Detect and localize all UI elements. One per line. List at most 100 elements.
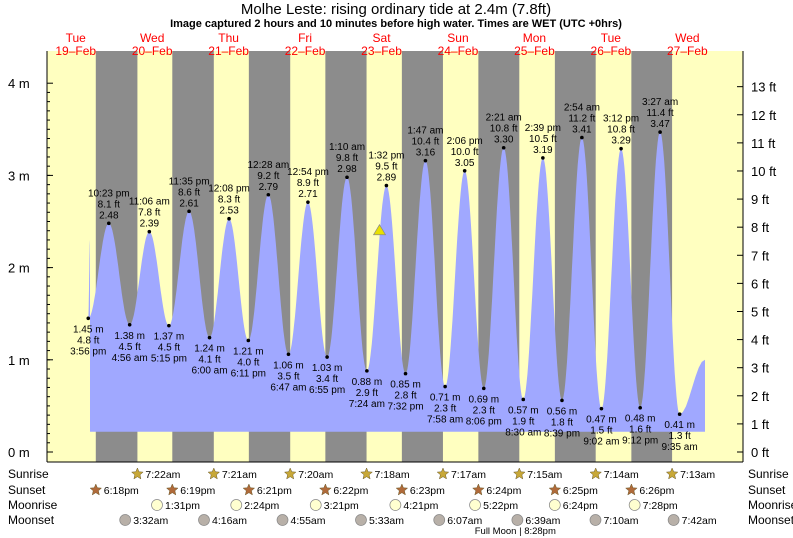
tide-point xyxy=(167,323,171,328)
moonrise-row-label-right: Moonrise xyxy=(748,498,793,512)
low-tide-metres: 1.03 m xyxy=(312,363,343,374)
y-left-tick-label: 1 m xyxy=(8,353,30,368)
y-right-tick-label: 2 ft xyxy=(751,389,769,404)
day-date: 22–Feb xyxy=(285,44,326,58)
high-tide-metres: 3.19 xyxy=(533,145,553,156)
chart-subtitle: Image captured 2 hours and 10 minutes be… xyxy=(170,18,622,30)
sunset-icon xyxy=(242,483,256,496)
tide-point xyxy=(187,209,191,214)
y-left-tick-label: 0 m xyxy=(8,445,30,460)
high-tide-feet: 9.2 ft xyxy=(257,171,279,182)
y-right-tick-label: 13 ft xyxy=(751,80,777,95)
axes: 0 m 1 m 2 m 3 m 4 m 0 ft 1 ft 2 ft 3 ft 4 ft 5 ft 6… xyxy=(8,51,777,463)
moonrise-icon xyxy=(469,499,481,511)
low-tide-time: 9:35 am xyxy=(662,442,698,453)
astronomy-rows: Sunrise Sunrise 7:22am 7:21am 7:20am 7:18am 7:… xyxy=(8,467,793,537)
y-right-tick-label: 3 ft xyxy=(751,361,769,376)
high-tide-feet: 9.8 ft xyxy=(336,153,358,164)
high-tide-metres: 3.41 xyxy=(572,125,592,136)
low-tide-feet: 4.5 ft xyxy=(158,343,180,354)
day-date: 26–Feb xyxy=(591,44,632,58)
low-tide-feet: 1.3 ft xyxy=(669,431,691,442)
low-tide-feet: 2.9 ft xyxy=(356,388,378,399)
low-tide-time: 9:02 am xyxy=(583,437,619,448)
low-tide-feet: 2.3 ft xyxy=(434,404,456,415)
moonrise-time: 5:22pm xyxy=(483,500,518,512)
moonset-time: 6:39am xyxy=(525,515,560,527)
low-tide-metres: 1.37 m xyxy=(154,332,185,343)
tide-point xyxy=(286,352,291,357)
low-tide-metres: 1.38 m xyxy=(114,331,145,342)
high-tide-feet: 11.2 ft xyxy=(568,114,595,125)
high-tide-time: 3:12 pm xyxy=(603,114,639,125)
tide-point xyxy=(384,183,389,188)
moonrise-icon xyxy=(309,499,322,511)
high-tide-metres: 3.47 xyxy=(650,119,670,130)
tide-point xyxy=(423,158,428,163)
y-right-tick-label: 9 ft xyxy=(751,192,769,207)
low-tide-metres: 0.47 m xyxy=(586,415,617,426)
low-tide-time: 6:11 pm xyxy=(231,368,266,379)
moonset-time: 5:33am xyxy=(369,515,404,527)
low-tide-metres: 0.48 m xyxy=(625,414,656,425)
day-name: Tue xyxy=(66,31,87,45)
sunset-time: 6:26pm xyxy=(639,485,674,497)
high-tide-time: 2:21 am xyxy=(486,113,522,124)
day-name: Tue xyxy=(601,31,622,45)
tide-point xyxy=(521,397,526,402)
low-tide-feet: 2.3 ft xyxy=(473,405,495,416)
low-tide-metres: 0.41 m xyxy=(664,420,695,431)
low-tide-time: 3:56 pm xyxy=(70,346,106,357)
moonset-row-label-left: Moonset xyxy=(8,513,55,527)
moonrise-time: 6:24pm xyxy=(563,500,598,512)
sunset-time: 6:24pm xyxy=(486,485,521,497)
moonrise-icon xyxy=(628,499,641,511)
high-tide-feet: 9.5 ft xyxy=(375,162,397,173)
high-tide-metres: 2.71 xyxy=(298,189,318,200)
y-right-tick-label: 0 ft xyxy=(751,445,769,460)
tide-point xyxy=(403,371,408,376)
tide-point xyxy=(541,156,545,160)
y-right-tick-label: 10 ft xyxy=(751,164,777,179)
low-tide-time: 7:24 am xyxy=(349,399,385,410)
tide-point xyxy=(443,384,447,389)
low-tide-time: 8:06 pm xyxy=(466,416,502,427)
tide-point xyxy=(365,369,369,373)
chart-title: Molhe Leste: rising ordinary tide at 2.4… xyxy=(241,1,551,18)
high-tide-time: 12:28 am xyxy=(247,160,289,171)
low-tide-metres: 1.24 m xyxy=(194,344,225,355)
high-tide-time: 10:23 pm xyxy=(88,188,130,199)
low-tide-time: 6:47 am xyxy=(270,382,306,393)
high-tide-metres: 2.39 xyxy=(140,219,160,230)
sunrise-icon xyxy=(436,467,450,480)
high-tide-metres: 2.48 xyxy=(99,210,119,221)
sunset-row-label-left: Sunset xyxy=(8,483,46,497)
day-date: 23–Feb xyxy=(361,44,402,58)
tide-point xyxy=(207,335,212,340)
low-tide-time: 7:32 pm xyxy=(387,402,423,413)
y-right-tick-label: 5 ft xyxy=(751,304,769,319)
tide-point xyxy=(501,145,506,150)
high-tide-feet: 10.8 ft xyxy=(490,124,518,135)
daylight-band xyxy=(672,51,743,462)
moonrise-icon xyxy=(548,499,561,511)
moonset-icon xyxy=(667,514,680,526)
sunrise-time: 7:14am xyxy=(604,469,639,481)
high-tide-feet: 10.8 ft xyxy=(607,125,635,136)
high-tide-metres: 2.61 xyxy=(179,198,199,209)
sunrise-time: 7:20am xyxy=(298,469,333,481)
high-tide-time: 12:54 pm xyxy=(287,167,329,178)
sunrise-time: 7:15am xyxy=(527,469,562,481)
sunrise-icon xyxy=(512,467,526,480)
y-left-tick-label: 4 m xyxy=(8,76,30,91)
low-tide-feet: 3.4 ft xyxy=(316,374,338,385)
sunset-icon xyxy=(165,483,179,496)
daylight-band xyxy=(47,51,96,462)
day-date: 19–Feb xyxy=(55,44,96,58)
high-tide-feet: 8.3 ft xyxy=(218,195,240,206)
sunset-icon xyxy=(318,483,332,496)
y-right-tick-label: 6 ft xyxy=(751,276,769,291)
sunset-icon xyxy=(395,483,409,496)
low-tide-time: 5:15 pm xyxy=(151,354,187,365)
sunrise-time: 7:18am xyxy=(375,469,410,481)
